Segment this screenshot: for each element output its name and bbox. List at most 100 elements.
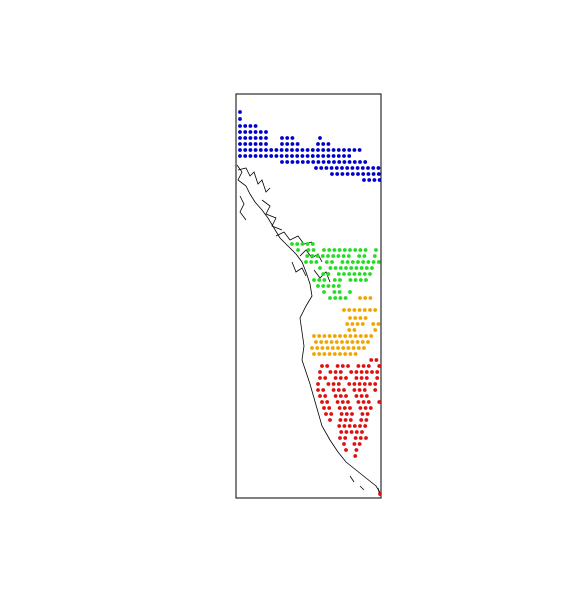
blue-point <box>310 148 315 152</box>
blue-point <box>264 142 268 146</box>
blue-point <box>238 117 242 121</box>
green-point <box>331 284 336 288</box>
blue-point <box>279 154 284 158</box>
red-point <box>342 406 347 410</box>
orange-point <box>355 340 360 344</box>
blue-point <box>340 166 344 170</box>
green-point <box>326 254 330 258</box>
red-point <box>318 394 322 398</box>
red-point <box>374 358 379 362</box>
red-point <box>378 492 382 496</box>
green-point <box>364 278 368 282</box>
red-point <box>344 448 348 452</box>
orange-point <box>324 340 329 344</box>
orange-point <box>366 340 370 344</box>
orange-point <box>342 308 346 312</box>
blue-point <box>350 166 355 170</box>
blue-point <box>326 148 331 152</box>
green-point <box>348 290 352 294</box>
green-point <box>328 296 332 300</box>
green-point <box>309 260 314 264</box>
orange-point <box>352 308 357 312</box>
blue-point <box>321 154 326 158</box>
red-point <box>373 382 378 386</box>
orange-point <box>315 346 320 350</box>
blue-point <box>331 148 336 152</box>
orange-point <box>338 334 342 338</box>
green-point <box>374 248 378 252</box>
red-point <box>343 436 348 440</box>
green-point <box>326 284 331 288</box>
red-point <box>338 394 343 398</box>
orange-point <box>360 340 365 344</box>
blue-point <box>295 154 300 158</box>
orange-point <box>334 340 339 344</box>
orange-point <box>317 334 322 338</box>
blue-point <box>371 166 376 170</box>
green-point <box>295 242 300 246</box>
red-point <box>358 436 363 440</box>
orange-point <box>348 316 352 320</box>
green-point <box>358 278 363 282</box>
blue-point <box>253 130 258 134</box>
blue-point <box>321 142 326 146</box>
map-frame <box>235 93 382 499</box>
blue-point <box>371 172 376 176</box>
blue-point <box>284 148 289 152</box>
red-point <box>366 364 371 368</box>
blue-point <box>318 136 322 140</box>
green-point <box>346 254 351 258</box>
orange-point <box>356 346 361 350</box>
green-point <box>361 260 366 264</box>
blue-point <box>253 142 258 146</box>
red-point <box>347 424 352 428</box>
green-point <box>327 248 332 252</box>
orange-point <box>346 346 351 350</box>
blue-point <box>305 154 310 158</box>
green-point <box>296 248 300 252</box>
blue-point <box>332 160 336 164</box>
blue-point <box>258 154 263 158</box>
green-point <box>371 260 376 264</box>
orange-point <box>348 352 353 356</box>
red-point <box>325 400 330 404</box>
blue-point <box>248 148 253 152</box>
red-point <box>337 424 342 428</box>
red-point <box>344 394 348 398</box>
orange-point <box>343 334 348 338</box>
blue-point <box>329 166 334 170</box>
green-point <box>332 248 337 252</box>
red-point <box>365 412 370 416</box>
orange-point <box>332 352 337 356</box>
red-point <box>360 412 365 416</box>
green-point <box>312 278 316 282</box>
blue-point <box>376 166 381 170</box>
green-point <box>336 272 341 276</box>
blue-point <box>336 148 341 152</box>
orange-point <box>376 322 381 326</box>
red-point <box>370 370 374 374</box>
blue-point <box>248 136 253 140</box>
blue-point <box>248 124 253 128</box>
blue-point <box>238 110 242 114</box>
red-point <box>349 430 354 434</box>
blue-point <box>290 142 295 146</box>
green-point <box>314 260 319 264</box>
red-point <box>359 394 364 398</box>
coastline-segment <box>313 269 331 283</box>
green-point <box>342 248 347 252</box>
red-point <box>333 376 338 380</box>
green-point <box>368 272 372 276</box>
blue-point <box>331 154 336 158</box>
blue-point <box>372 178 377 182</box>
green-point <box>310 254 315 258</box>
green-point <box>362 254 367 258</box>
blue-point <box>356 172 360 176</box>
blue-point <box>355 166 360 170</box>
orange-point <box>353 334 358 338</box>
red-point <box>362 382 367 386</box>
blue-point <box>284 154 289 158</box>
red-point <box>375 376 380 380</box>
blue-point <box>342 154 346 158</box>
